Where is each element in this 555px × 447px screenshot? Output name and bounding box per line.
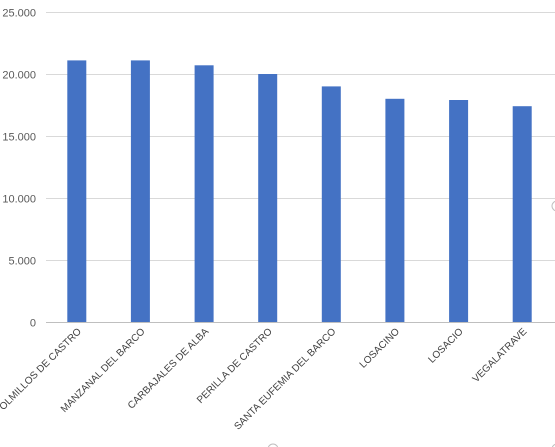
y-tick-label: 20.000 <box>2 70 36 82</box>
bar[interactable] <box>321 86 341 323</box>
bar[interactable] <box>258 74 278 322</box>
x-category-label: LOSACIO <box>426 326 465 365</box>
bars <box>67 60 532 323</box>
x-category-label: SANTA EUFEMIA DEL BARCO <box>232 326 338 432</box>
bar[interactable] <box>385 98 405 322</box>
bar[interactable] <box>194 65 214 323</box>
gridlines <box>46 12 555 323</box>
bar[interactable] <box>512 106 532 322</box>
y-tick-label: 10.000 <box>2 194 36 206</box>
y-axis-tick-labels: 0 5.000 10.000 15.000 20.000 25.000 <box>2 8 36 330</box>
y-tick-label: 0 <box>30 318 36 330</box>
bar[interactable] <box>67 60 87 323</box>
x-category-label: VEGALATRAVE <box>471 326 530 385</box>
y-tick-label: 25.000 <box>2 8 36 20</box>
bar[interactable] <box>449 100 469 322</box>
chart-resize-handle-right[interactable] <box>551 200 555 212</box>
y-tick-label: 15.000 <box>2 132 36 144</box>
chart-resize-handle-bottom[interactable] <box>267 443 279 447</box>
chart-resize-handle-bottom-right[interactable] <box>551 443 555 447</box>
bar[interactable] <box>130 60 150 323</box>
x-category-label: LOSACINO <box>358 326 402 370</box>
y-tick-label: 5.000 <box>8 256 36 268</box>
